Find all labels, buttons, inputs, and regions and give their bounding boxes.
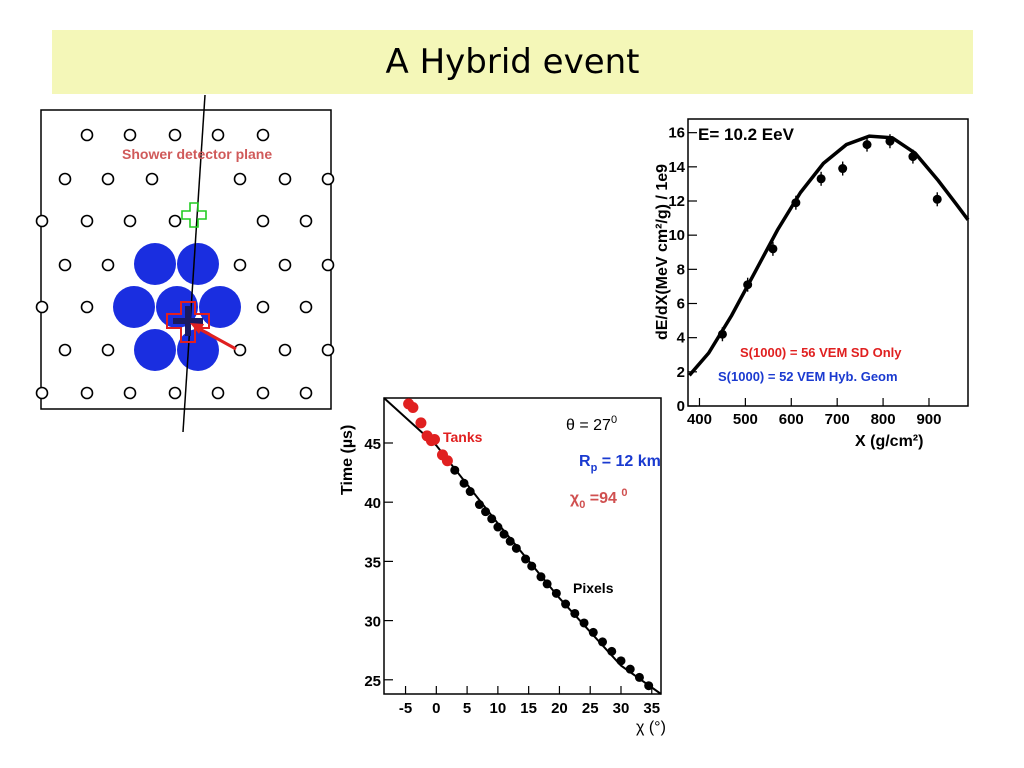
pixel-data-point	[460, 479, 469, 488]
pixel-data-point	[466, 487, 475, 496]
pixel-data-point	[506, 537, 515, 546]
pixel-data-point	[450, 466, 459, 475]
timing-x-tick-label: 5	[463, 700, 471, 717]
timing-x-tick-label: 10	[490, 700, 507, 717]
pixel-data-point	[527, 562, 536, 571]
pixel-data-point	[598, 637, 607, 646]
pixel-data-point	[475, 500, 484, 509]
pixel-data-point	[481, 507, 490, 516]
tank-data-point	[442, 455, 453, 466]
pixels-series-label: Pixels	[573, 580, 614, 596]
timing-plot-frame	[384, 398, 661, 694]
pixel-data-point	[635, 673, 644, 682]
pixel-data-point	[561, 600, 570, 609]
pixel-data-point	[487, 514, 496, 523]
timing-y-tick-label: 35	[364, 554, 381, 571]
tank-data-point	[415, 417, 426, 428]
pixel-data-point	[521, 555, 530, 564]
pixel-data-point	[589, 628, 598, 637]
timing-x-tick-label: 20	[551, 700, 568, 717]
pixel-data-point	[626, 665, 635, 674]
timing-ylabel: Time (µs)	[339, 425, 356, 495]
pixel-data-point	[543, 579, 552, 588]
timing-y-tick-label: 45	[364, 436, 381, 453]
pixel-data-point	[616, 656, 625, 665]
tanks-series-label: Tanks	[443, 429, 483, 445]
timing-x-tick-label: -5	[399, 700, 412, 717]
pixel-data-point	[512, 544, 521, 553]
timing-x-tick-label: 25	[582, 700, 599, 717]
pixel-data-point	[552, 589, 561, 598]
tank-data-point	[429, 434, 440, 445]
timing-x-tick-label: 15	[520, 700, 537, 717]
timing-y-tick-label: 40	[364, 495, 381, 512]
pixel-data-point	[493, 523, 502, 532]
timing-xlabel: χ (°)	[636, 719, 666, 736]
pixel-data-point	[570, 609, 579, 618]
timing-x-tick-label: 30	[613, 700, 630, 717]
tank-data-point	[407, 402, 418, 413]
timing-y-tick-label: 25	[364, 673, 381, 690]
timing-y-tick-label: 30	[364, 614, 381, 631]
timing-x-tick-label: 35	[643, 700, 660, 717]
pixel-data-point	[500, 530, 509, 539]
pixel-data-point	[536, 572, 545, 581]
pixel-data-point	[607, 647, 616, 656]
pixel-data-point	[580, 618, 589, 627]
theta-label: θ = 270	[566, 414, 617, 434]
pixel-data-point	[644, 681, 653, 690]
timing-x-tick-label: 0	[432, 700, 440, 717]
